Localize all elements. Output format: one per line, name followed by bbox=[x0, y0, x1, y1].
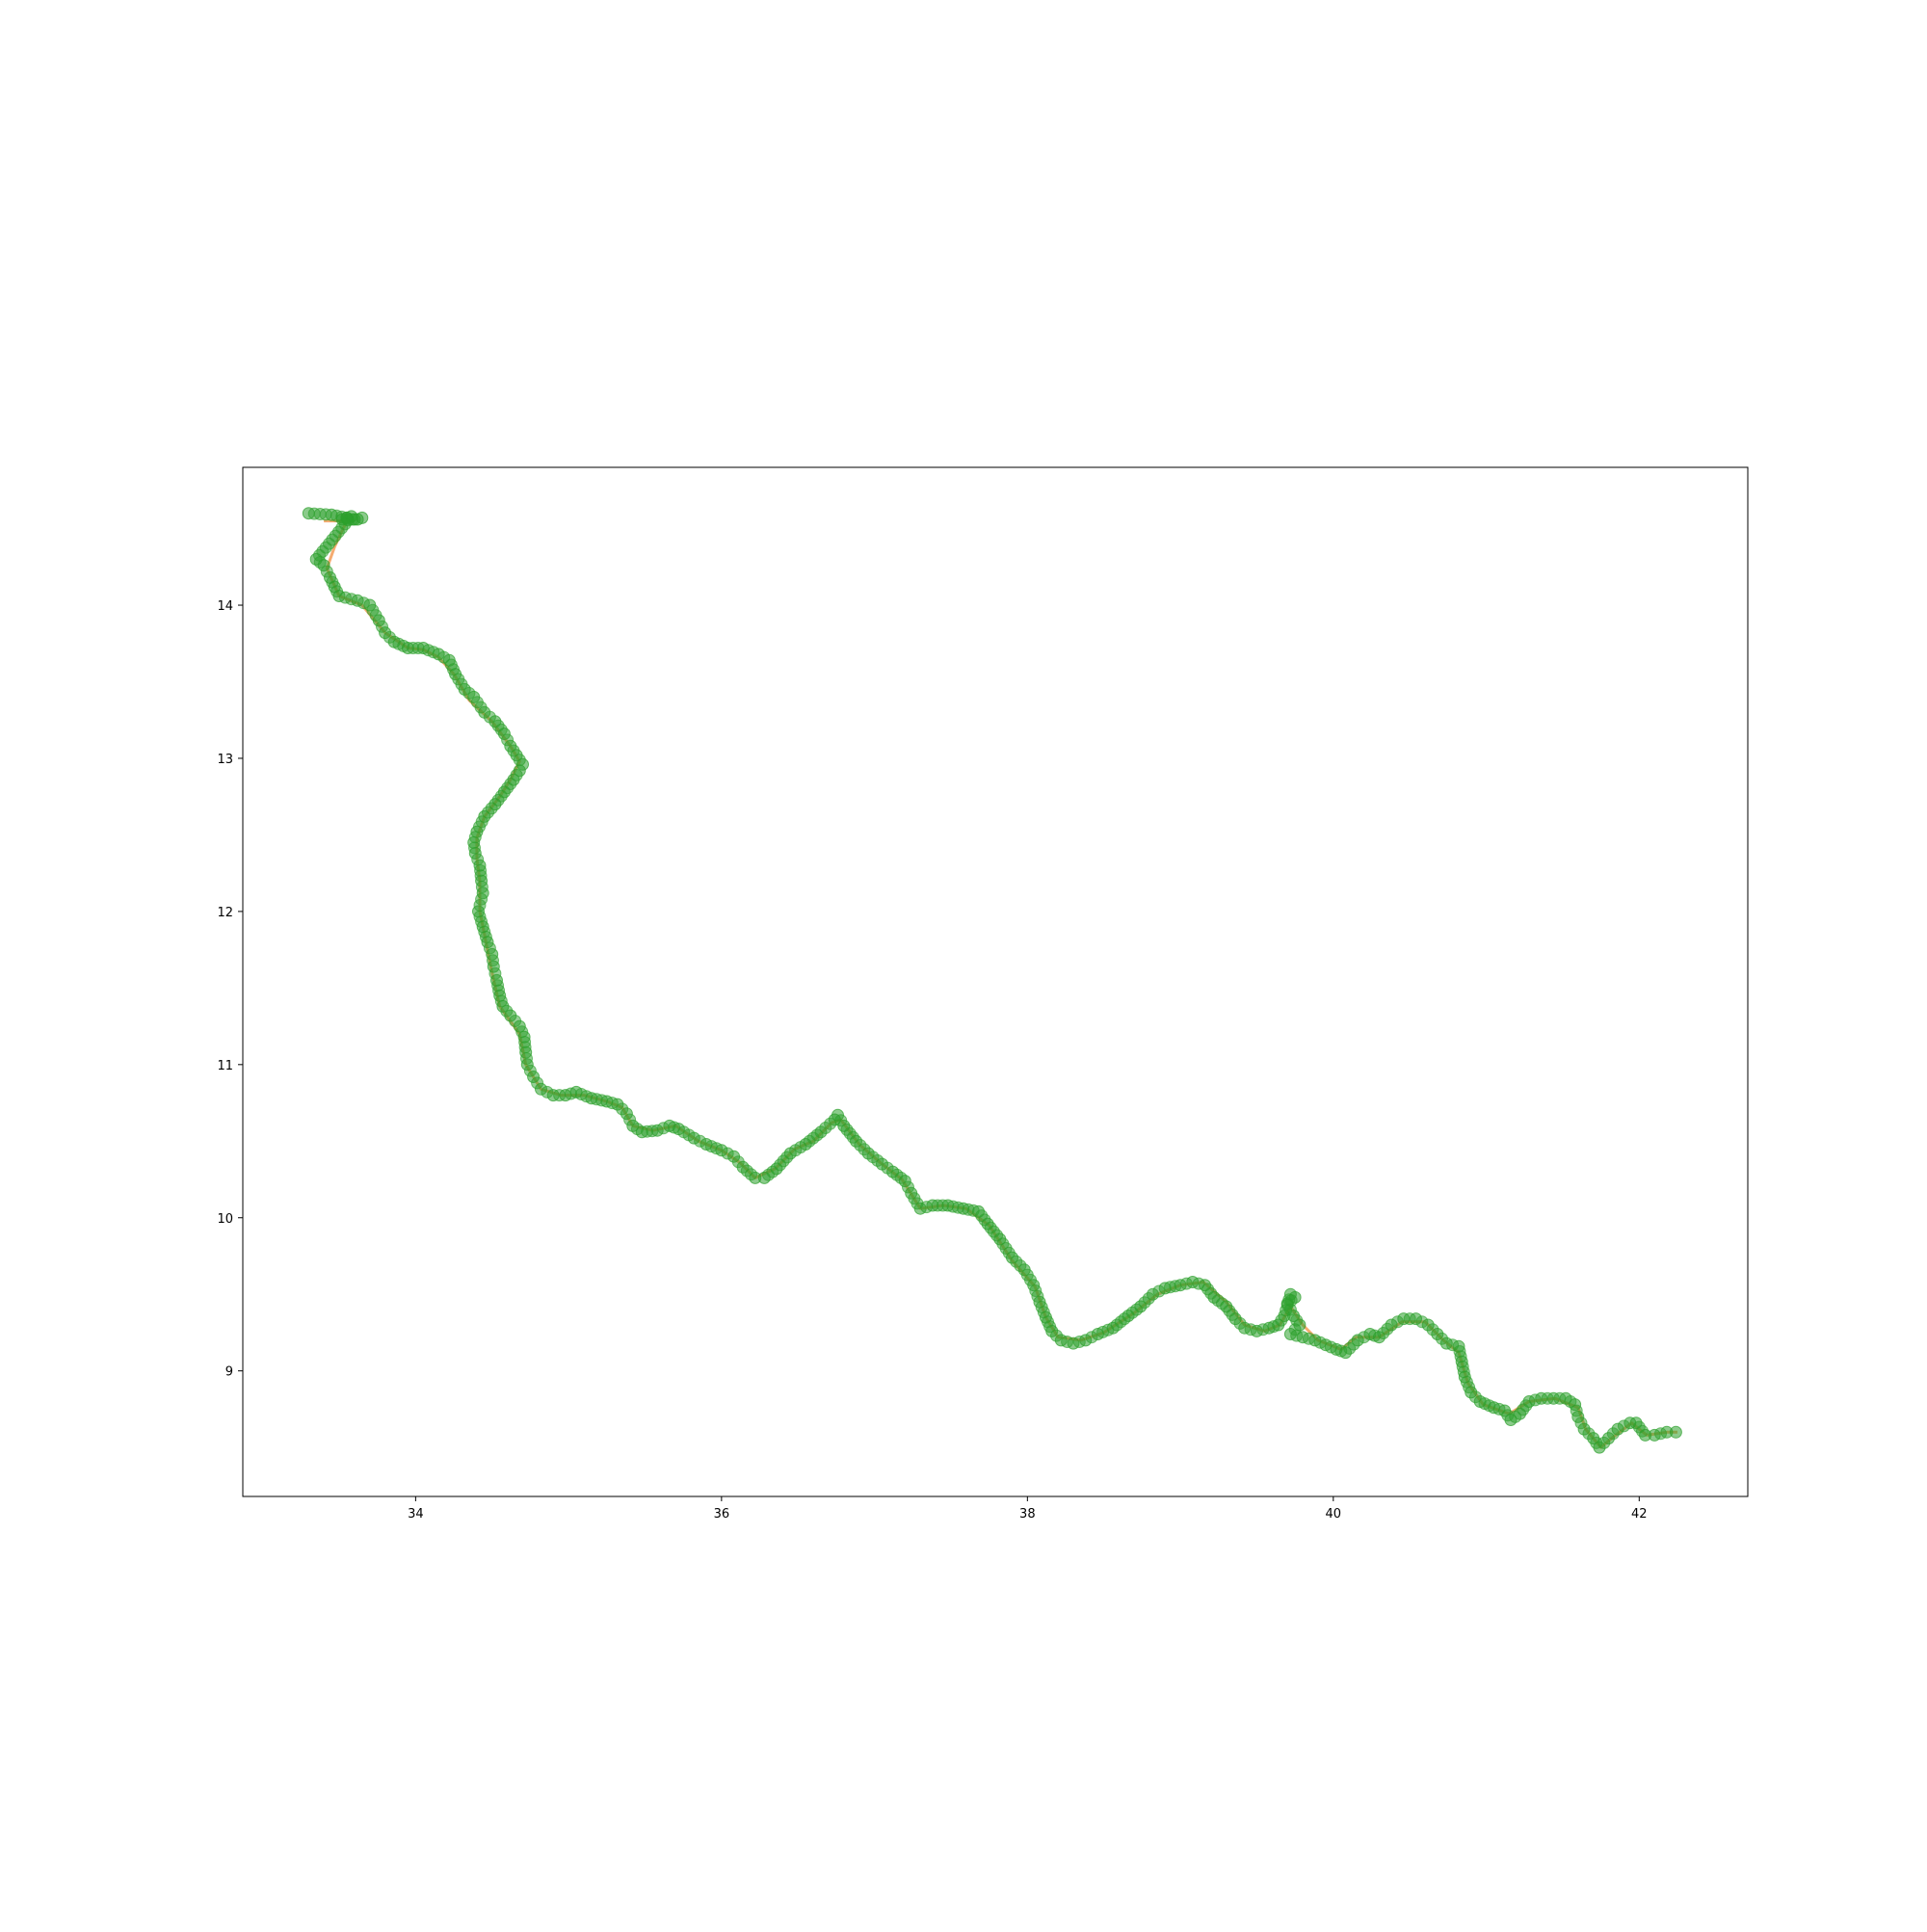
y-tick-label: 14 bbox=[217, 599, 233, 614]
y-tick-label: 12 bbox=[217, 906, 233, 920]
x-axis-ticks: 34 36 38 40 42 bbox=[408, 1496, 1648, 1522]
y-axis-ticks: 9 10 11 12 13 14 bbox=[217, 599, 243, 1380]
y-tick-label: 11 bbox=[217, 1059, 233, 1073]
y-tick-label: 9 bbox=[225, 1365, 233, 1380]
x-tick-label: 40 bbox=[1326, 1507, 1342, 1522]
x-tick-label: 38 bbox=[1019, 1507, 1036, 1522]
x-tick-label: 34 bbox=[408, 1507, 424, 1522]
scatter-point bbox=[1669, 1425, 1682, 1439]
y-tick-label: 13 bbox=[217, 753, 233, 767]
series-line bbox=[324, 519, 1677, 1449]
plot-area bbox=[302, 507, 1682, 1454]
x-tick-label: 42 bbox=[1631, 1507, 1648, 1522]
x-tick-label: 36 bbox=[714, 1507, 730, 1522]
axes-frame bbox=[242, 466, 1749, 1497]
y-tick-label: 10 bbox=[217, 1212, 233, 1227]
